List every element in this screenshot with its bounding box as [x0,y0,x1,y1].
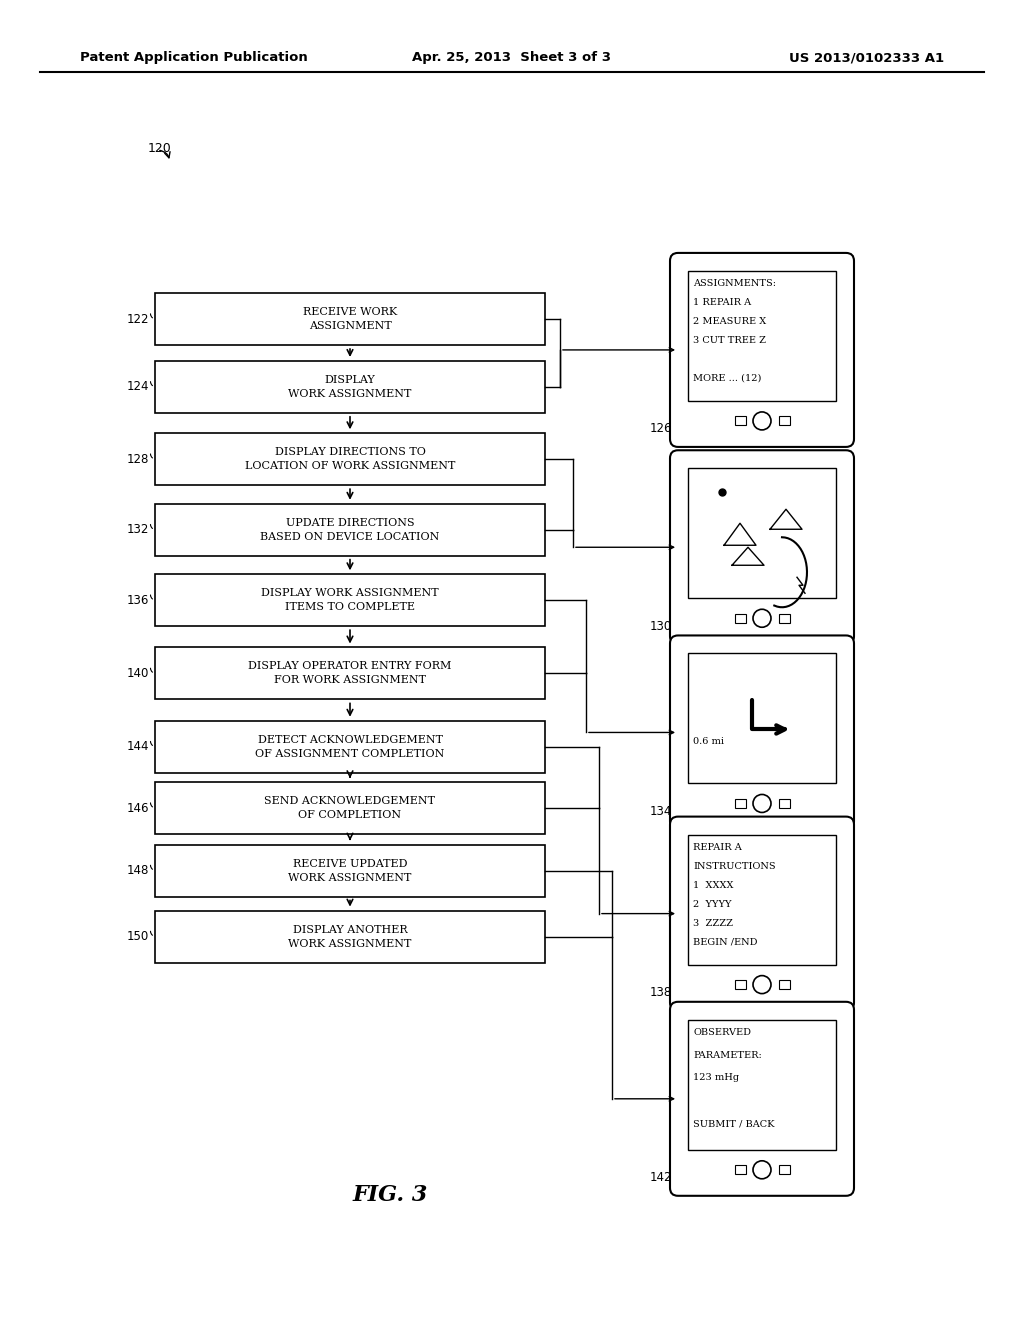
Text: RECEIVE UPDATED
WORK ASSIGNMENT: RECEIVE UPDATED WORK ASSIGNMENT [289,858,412,883]
Bar [155,504,545,556]
FancyBboxPatch shape [670,253,854,447]
Text: REPAIR A: REPAIR A [693,842,741,851]
Text: OBSERVED: OBSERVED [693,1028,751,1036]
Text: ASSIGNMENTS:: ASSIGNMENTS: [693,279,776,288]
Text: 0.6 mi: 0.6 mi [693,738,724,746]
Bar [778,981,790,989]
Text: 1 REPAIR A: 1 REPAIR A [693,298,752,308]
Text: 2 MEASURE X: 2 MEASURE X [693,317,766,326]
FancyBboxPatch shape [670,817,854,1011]
Text: 148: 148 [127,865,150,876]
Bar [155,360,545,413]
Bar [734,981,745,989]
Bar [155,293,545,345]
Bar [778,416,790,425]
Text: 140: 140 [127,667,150,680]
Text: Apr. 25, 2013  Sheet 3 of 3: Apr. 25, 2013 Sheet 3 of 3 [413,51,611,65]
Text: 144: 144 [127,741,150,754]
FancyBboxPatch shape [670,635,854,829]
Text: 3 CUT TREE Z: 3 CUT TREE Z [693,335,766,345]
Text: MORE ... (12): MORE ... (12) [693,374,762,383]
Bar [734,799,745,808]
Text: BEGIN /END: BEGIN /END [693,937,758,946]
Text: SUBMIT / BACK: SUBMIT / BACK [693,1119,774,1129]
Text: DISPLAY DIRECTIONS TO
LOCATION OF WORK ASSIGNMENT: DISPLAY DIRECTIONS TO LOCATION OF WORK A… [245,447,456,471]
Text: INSTRUCTIONS: INSTRUCTIONS [693,862,775,871]
Text: PARAMETER:: PARAMETER: [693,1051,762,1060]
Text: 136: 136 [127,594,150,607]
Text: US 2013/0102333 A1: US 2013/0102333 A1 [788,51,944,65]
Text: DISPLAY ANOTHER
WORK ASSIGNMENT: DISPLAY ANOTHER WORK ASSIGNMENT [289,924,412,949]
Bar [688,1020,836,1150]
Text: 130: 130 [650,620,672,632]
Text: DETECT ACKNOWLEDGEMENT
OF ASSIGNMENT COMPLETION: DETECT ACKNOWLEDGEMENT OF ASSIGNMENT COM… [255,735,444,759]
Bar [155,911,545,962]
Bar [688,469,836,598]
Text: Patent Application Publication: Patent Application Publication [80,51,308,65]
Text: 1  XXXX: 1 XXXX [693,880,733,890]
Bar [688,271,836,401]
Text: 142: 142 [649,1171,672,1184]
Text: 126: 126 [649,422,672,436]
Bar [778,614,790,623]
Bar [734,416,745,425]
Bar [155,845,545,896]
Text: 120: 120 [148,141,172,154]
Bar [155,433,545,486]
Text: RECEIVE WORK
ASSIGNMENT: RECEIVE WORK ASSIGNMENT [303,308,397,331]
Text: 146: 146 [127,801,150,814]
Text: UPDATE DIRECTIONS
BASED ON DEVICE LOCATION: UPDATE DIRECTIONS BASED ON DEVICE LOCATI… [260,517,439,541]
Text: 2  YYYY: 2 YYYY [693,900,731,908]
Bar [688,653,836,784]
Text: 124: 124 [127,380,150,393]
Bar [155,721,545,772]
Bar [155,647,545,700]
Text: DISPLAY WORK ASSIGNMENT
ITEMS TO COMPLETE: DISPLAY WORK ASSIGNMENT ITEMS TO COMPLET… [261,589,439,612]
FancyBboxPatch shape [670,450,854,644]
Bar [688,834,836,965]
Text: DISPLAY OPERATOR ENTRY FORM
FOR WORK ASSIGNMENT: DISPLAY OPERATOR ENTRY FORM FOR WORK ASS… [248,661,452,685]
Text: 132: 132 [127,523,150,536]
Text: SEND ACKNOWLEDGEMENT
OF COMPLETION: SEND ACKNOWLEDGEMENT OF COMPLETION [264,796,435,820]
Bar [778,1166,790,1175]
Bar [155,574,545,626]
Bar [734,1166,745,1175]
Text: 150: 150 [127,931,150,942]
Bar [778,799,790,808]
Text: 138: 138 [650,986,672,999]
Text: FIG. 3: FIG. 3 [352,1184,428,1206]
FancyBboxPatch shape [670,1002,854,1196]
Bar [734,614,745,623]
Text: 134: 134 [649,805,672,818]
Text: DISPLAY
WORK ASSIGNMENT: DISPLAY WORK ASSIGNMENT [289,375,412,399]
Text: 3  ZZZZ: 3 ZZZZ [693,919,733,928]
Bar [155,783,545,834]
Text: 122: 122 [127,313,150,326]
Text: 123 mHg: 123 mHg [693,1073,739,1082]
Text: 128: 128 [127,453,150,466]
